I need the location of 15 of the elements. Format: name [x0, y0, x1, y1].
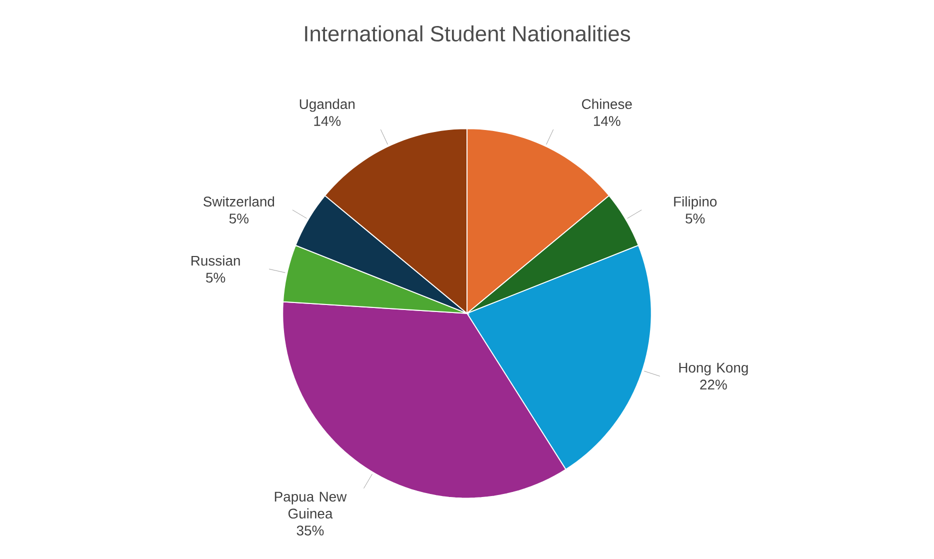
- slice-label: Hong Kong: [679, 362, 748, 376]
- slice-label: Papua New Guinea: [274, 492, 347, 519]
- data-label: 14%: [314, 116, 341, 126]
- data-label: 35%: [296, 526, 324, 536]
- data-label: 5%: [206, 272, 226, 283]
- slice-label: Switzerland: [204, 196, 274, 207]
- data-label: 5%: [686, 214, 705, 224]
- data-label: 22%: [700, 380, 727, 390]
- data-label: 5%: [229, 214, 248, 224]
- slice-label: Chinese: [582, 98, 632, 110]
- chart-title: International Student Nationalities: [305, 25, 630, 42]
- slice-label: Russian: [191, 255, 240, 266]
- data-label: 14%: [594, 116, 620, 126]
- slice-label: Filipino: [674, 196, 717, 210]
- slice-label: Ugandan: [300, 98, 355, 112]
